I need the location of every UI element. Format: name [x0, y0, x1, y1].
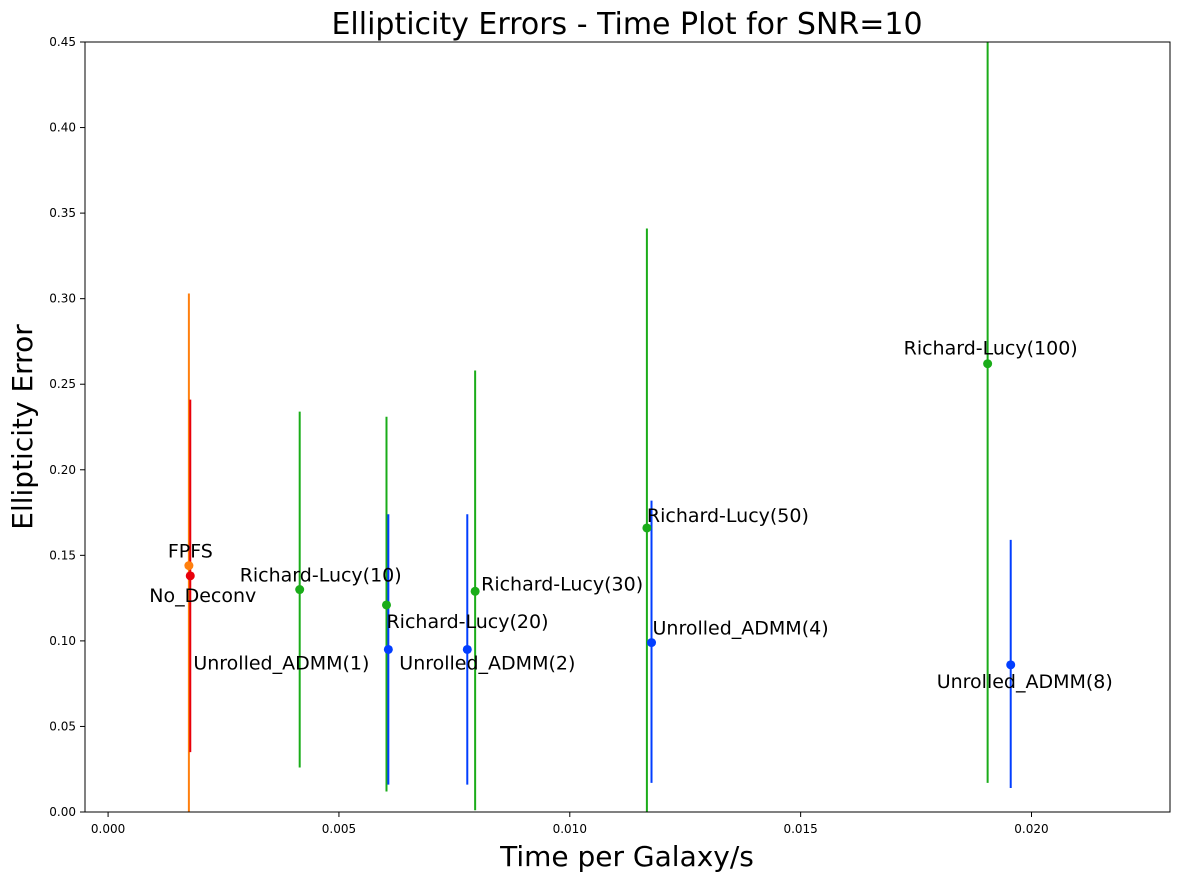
data-point: [295, 585, 305, 595]
y-tick-label: 0.20: [49, 463, 76, 477]
data-point: [983, 359, 993, 369]
data-point: [383, 644, 393, 654]
point-label: Unrolled_ADMM(8): [937, 671, 1113, 693]
x-tick-label: 0.005: [322, 822, 356, 836]
data-point: [470, 586, 480, 596]
plot-frame: [84, 41, 1171, 813]
y-axis-label: Ellipticity Error: [6, 324, 39, 530]
data-point: [381, 600, 391, 610]
y-tick-label: 0.45: [49, 35, 76, 49]
y-tick-label: 0.05: [49, 719, 76, 733]
data-point: [462, 644, 472, 654]
data-points: [184, 359, 1016, 670]
data-point: [185, 571, 195, 581]
x-tick-label: 0.020: [1014, 822, 1048, 836]
y-tick-label: 0.35: [49, 206, 76, 220]
point-label: FPFS: [168, 541, 213, 563]
point-label: Unrolled_ADMM(4): [653, 618, 829, 640]
point-label: Richard-Lucy(20): [386, 611, 548, 633]
y-tick-label: 0.10: [49, 634, 76, 648]
x-axis-label: Time per Galaxy/s: [499, 840, 754, 873]
point-label: Unrolled_ADMM(1): [193, 652, 369, 674]
y-tick-label: 0.15: [49, 548, 76, 562]
data-point: [1006, 660, 1016, 670]
point-label: Richard-Lucy(100): [904, 338, 1078, 360]
data-point: [647, 638, 657, 648]
x-tick-label: 0.015: [783, 822, 817, 836]
point-label: Richard-Lucy(10): [240, 565, 402, 587]
x-tick-label: 0.010: [553, 822, 587, 836]
y-tick-label: 0.40: [49, 121, 76, 135]
y-tick-label: 0.30: [49, 292, 76, 306]
data-point: [642, 523, 652, 533]
x-tick-label: 0.000: [91, 822, 125, 836]
error-bars: [187, 42, 1012, 812]
point-label: No_Deconv: [149, 585, 256, 607]
y-tick-label: 0.00: [49, 805, 76, 819]
point-label: Richard-Lucy(30): [481, 573, 643, 595]
axis-ticks: 0.000 0.005 0.010 0.015 0.020 0.00 0.05 0.10 0.1…: [49, 35, 1048, 836]
chart-title: Ellipticity Errors - Time Plot for SNR=1…: [331, 7, 922, 42]
data-point: [184, 561, 194, 571]
point-label: Richard-Lucy(50): [647, 505, 809, 527]
point-label: Unrolled_ADMM(2): [399, 652, 575, 674]
y-tick-label: 0.25: [49, 377, 76, 391]
